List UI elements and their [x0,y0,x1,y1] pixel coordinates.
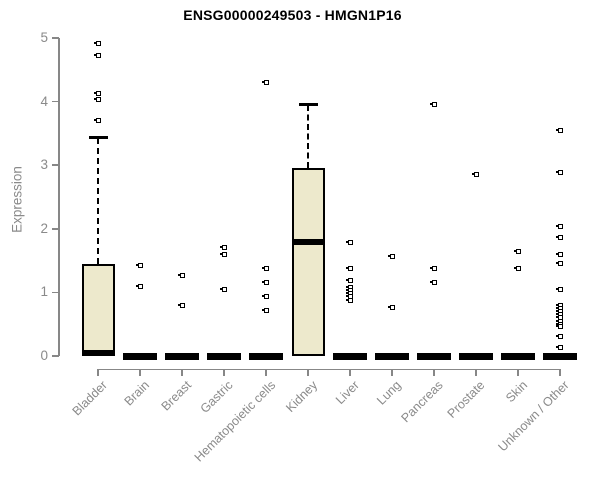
outlier-point [555,344,563,350]
box [81,264,115,356]
outlier-point [345,266,353,272]
outlier-point [345,278,353,284]
x-tick-label: Breast [158,378,194,414]
y-axis-tick [52,228,59,230]
x-tick-label: Pancreas [398,378,446,426]
outlier-point [261,293,269,299]
median-line [291,238,325,245]
collapsed-box [543,352,577,360]
box [291,167,325,356]
chart-title: ENSG00000249503 - HMGN1P16 [183,7,402,23]
x-axis-tick [223,368,225,376]
outlier-point [345,240,353,246]
outlier-point [555,235,563,241]
outlier-point [555,333,563,339]
x-axis-tick [391,368,393,376]
x-axis-tick [181,368,183,376]
outlier-point [387,304,395,310]
outlier-point [135,283,143,289]
collapsed-box [249,352,283,360]
outlier-point [555,251,563,257]
outlier-point [387,253,395,259]
outlier-point [261,266,269,272]
outlier-point [555,169,563,175]
x-axis-tick [433,368,435,376]
outlier-point [93,97,101,103]
outlier-point [261,279,269,285]
outlier-point [429,265,437,271]
whisker-line [97,137,99,265]
y-axis-tick [52,37,59,39]
outlier-point [93,53,101,59]
outlier-point [177,272,185,278]
outlier-point [513,248,521,254]
median-line [81,349,115,356]
x-tick-label: Prostate [445,378,488,421]
collapsed-box [123,352,157,360]
collapsed-box [417,352,451,360]
y-tick-label: 4 [40,93,48,109]
collapsed-box [459,352,493,360]
outlier-point [555,324,563,330]
x-tick-label: Kidney [282,378,320,415]
y-axis-tick [52,355,59,357]
y-axis-line [58,38,60,356]
outlier-point [219,287,227,293]
x-tick-label: Brain [121,378,152,409]
x-tick-label: Bladder [69,378,110,419]
outlier-point [93,118,101,124]
whisker-line [307,104,309,168]
outlier-point [555,261,563,267]
x-axis-tick [265,368,267,376]
y-tick-label: 2 [40,220,48,236]
x-tick-label: Lung [374,378,404,408]
collapsed-box [165,352,199,360]
x-axis-line [97,368,561,370]
x-axis-tick [349,368,351,376]
whisker-cap [88,136,108,140]
whisker-cap [298,103,318,107]
outlier-point [513,266,521,272]
x-tick-label: Skin [502,378,530,406]
x-axis-tick [475,368,477,376]
y-axis-tick [52,164,59,166]
outlier-point [219,251,227,257]
x-tick-label: Hematopoietic cells [191,378,278,465]
y-tick-label: 3 [40,157,48,173]
x-axis-tick [559,368,561,376]
x-axis-tick [517,368,519,376]
y-tick-label: 0 [40,348,48,363]
x-axis-tick [97,368,99,376]
outlier-point [219,245,227,251]
outlier-point [177,303,185,309]
y-axis-tick [52,100,59,103]
y-tick-label: 5 [40,30,48,45]
x-axis-tick [307,368,309,376]
x-axis-tick [139,368,141,376]
outlier-point [429,280,437,286]
collapsed-box [375,352,409,360]
collapsed-box [501,352,535,360]
outlier-point [471,171,479,177]
y-axis-tick [52,291,59,294]
outlier-point [261,80,269,86]
collapsed-box [207,352,241,360]
outlier-point [135,262,143,268]
outlier-point [555,223,563,229]
outlier-point [93,90,101,96]
outlier-point [345,297,353,303]
outlier-point [555,127,563,133]
outlier-point [429,102,437,108]
x-tick-label: Liver [332,378,362,408]
outlier-point [555,287,563,293]
outlier-point [261,308,269,314]
x-tick-label: Gastric [198,378,236,416]
y-tick-label: 1 [40,284,48,300]
collapsed-box [333,352,367,360]
outlier-point [93,40,101,46]
